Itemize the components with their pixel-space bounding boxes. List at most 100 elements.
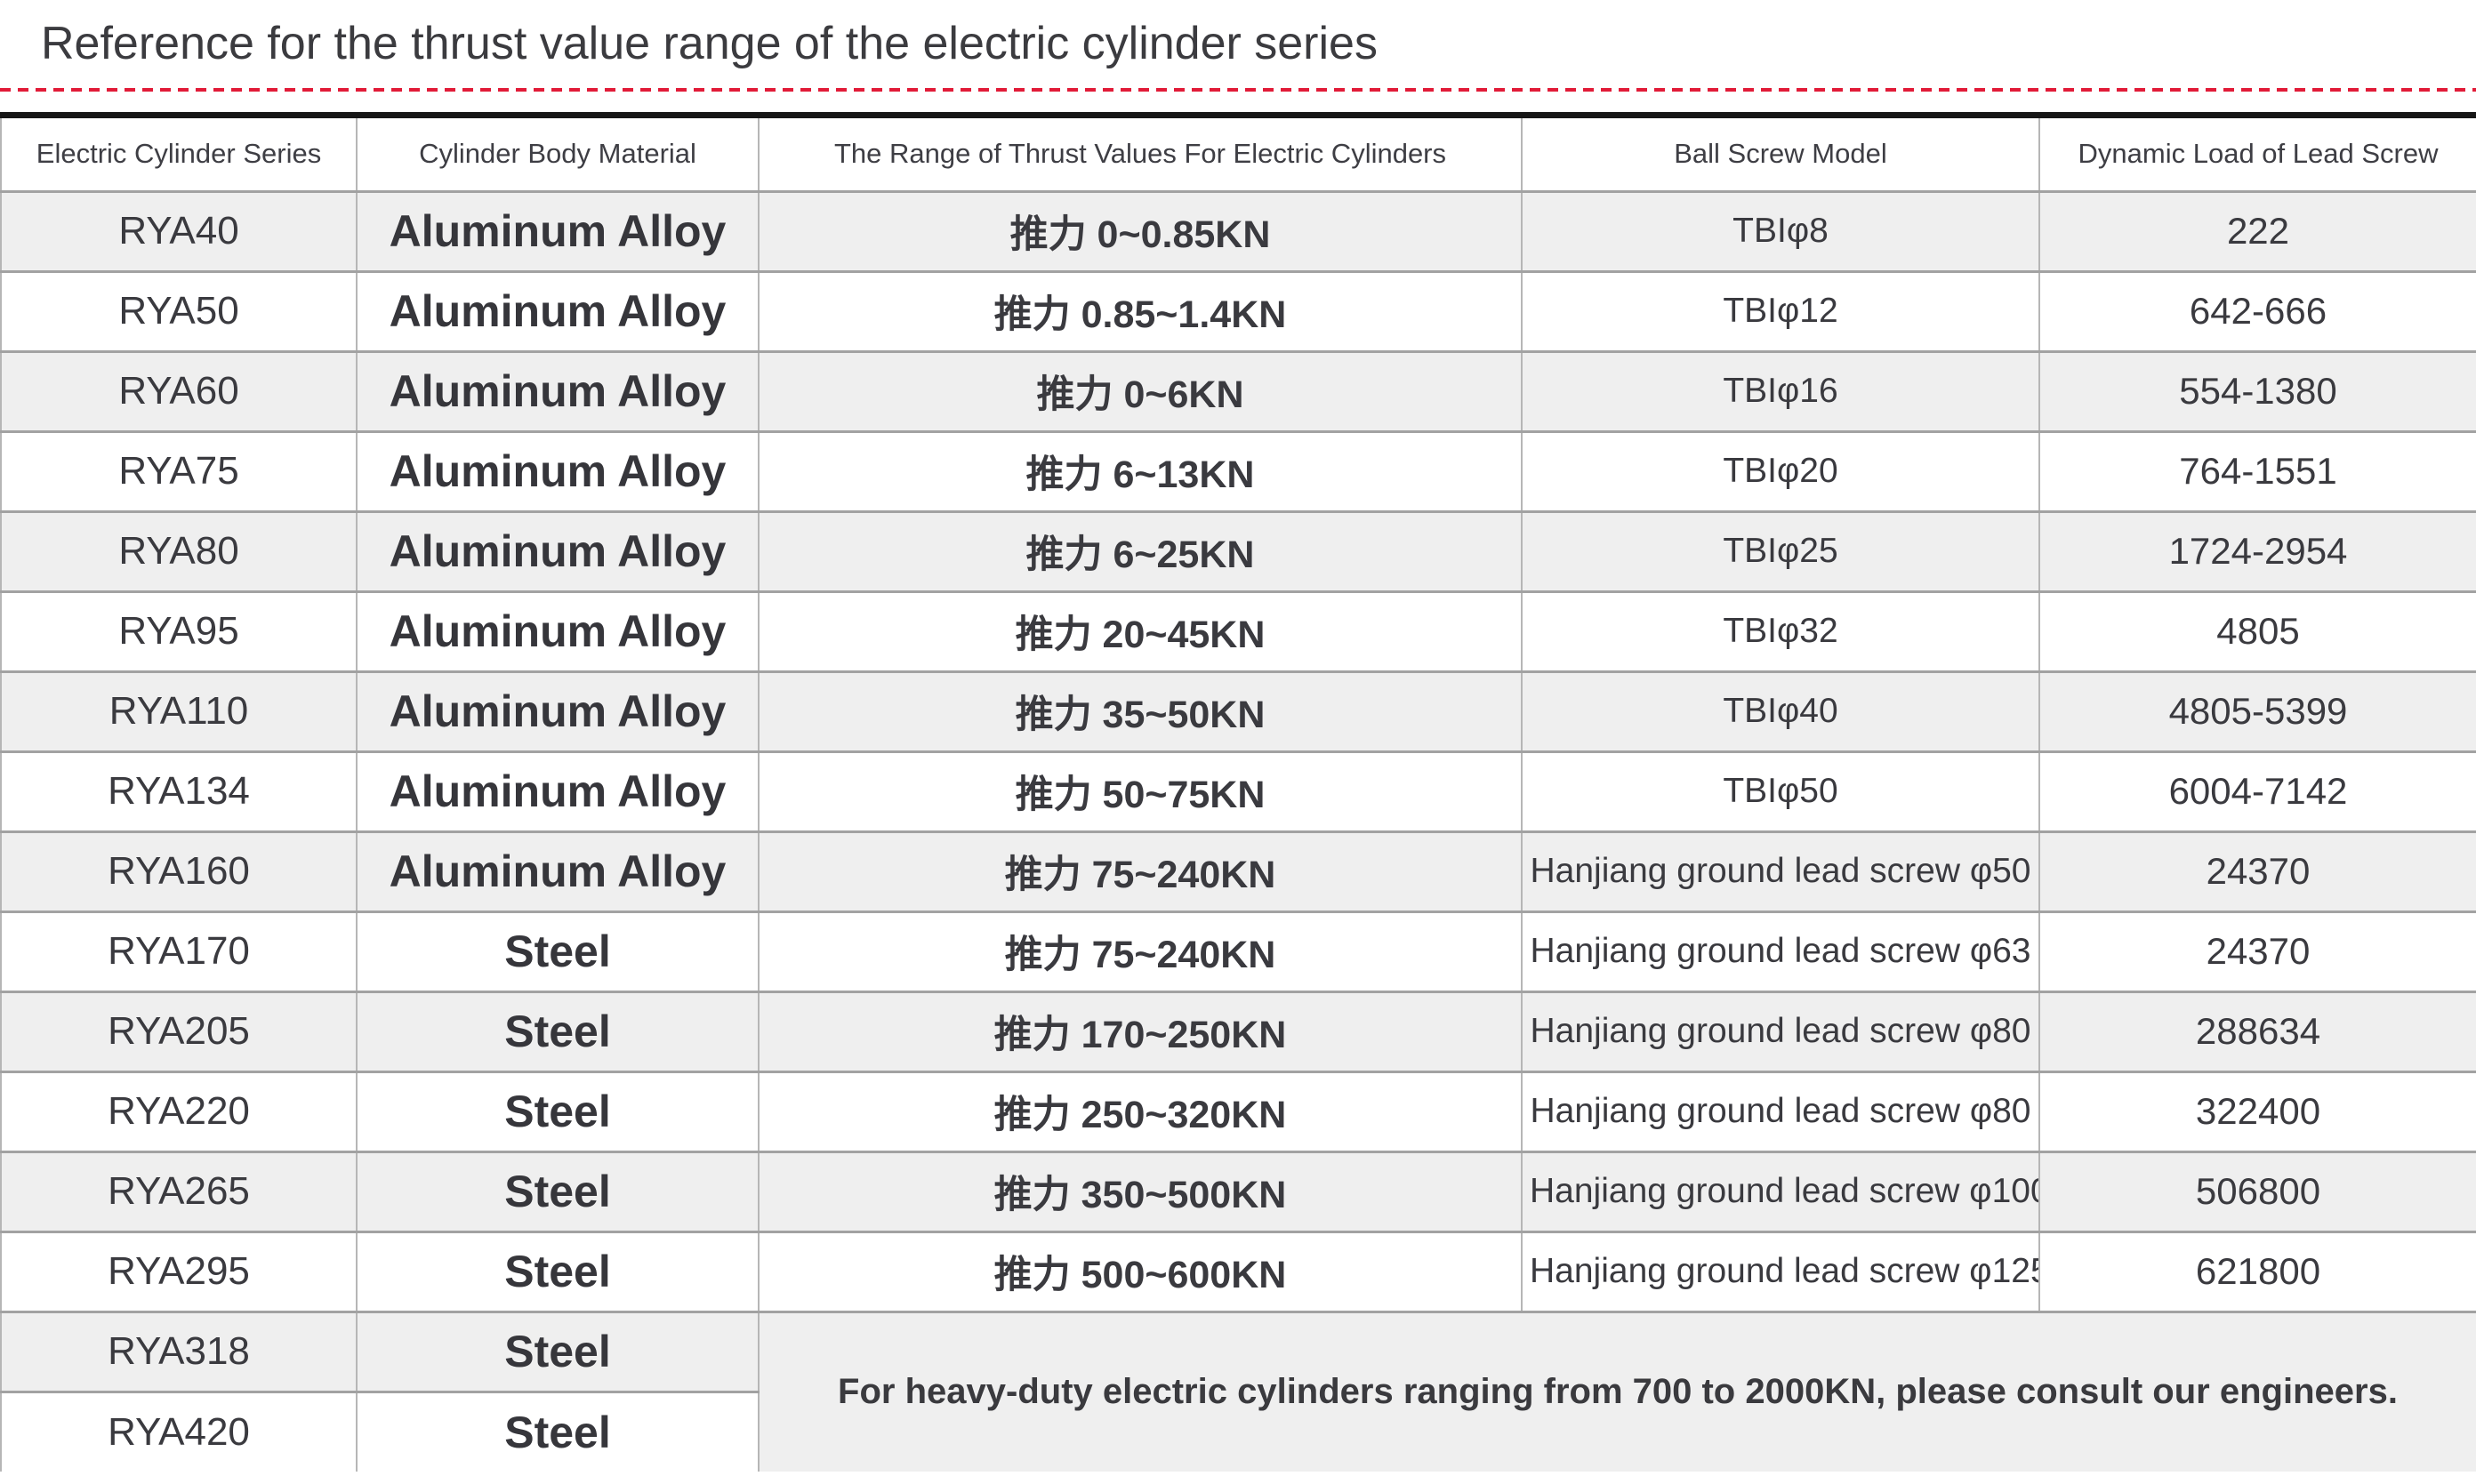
load-cell: 24370 — [2038, 830, 2476, 912]
table-row: RYA40 Aluminum Alloy 推力 0~0.85KN TBIφ8 2… — [0, 189, 2476, 272]
material-cell: Steel — [356, 1310, 760, 1392]
screw-model-cell: Hanjiang ground lead screw φ125 — [1521, 1230, 2040, 1312]
thrust-cell: 推力 6~25KN — [758, 509, 1523, 592]
series-cell: RYA220 — [0, 1070, 358, 1152]
thrust-cell: 推力 75~240KN — [758, 830, 1523, 912]
thrust-cell: 推力 500~600KN — [758, 1230, 1523, 1312]
load-cell: 554-1380 — [2038, 349, 2476, 432]
material-cell: Steel — [356, 1390, 760, 1472]
screw-model-cell: TBIφ32 — [1521, 590, 2040, 672]
table-row: RYA170 Steel 推力 75~240KN Hanjiang ground… — [0, 910, 2476, 992]
material-cell: Steel — [356, 1230, 760, 1312]
screw-model-cell: TBIφ40 — [1521, 670, 2040, 752]
series-cell: RYA60 — [0, 349, 358, 432]
screw-model-cell: Hanjiang ground lead screw φ80 — [1521, 990, 2040, 1072]
series-cell: RYA170 — [0, 910, 358, 992]
load-cell: 1724-2954 — [2038, 509, 2476, 592]
thrust-cell: 推力 6~13KN — [758, 429, 1523, 512]
table-row: RYA160 Aluminum Alloy 推力 75~240KN Hanjia… — [0, 830, 2476, 912]
load-cell: 506800 — [2038, 1150, 2476, 1232]
thrust-cell: 推力 350~500KN — [758, 1150, 1523, 1232]
series-cell: RYA80 — [0, 509, 358, 592]
material-cell: Steel — [356, 1070, 760, 1152]
series-cell: RYA295 — [0, 1230, 358, 1312]
material-cell: Aluminum Alloy — [356, 349, 760, 432]
table-row: RYA110 Aluminum Alloy 推力 35~50KN TBIφ40 … — [0, 670, 2476, 752]
thrust-cell: 推力 20~45KN — [758, 590, 1523, 672]
table-row: RYA420 Steel — [0, 1390, 2476, 1472]
table-row: RYA75 Aluminum Alloy 推力 6~13KN TBIφ20 76… — [0, 429, 2476, 512]
screw-model-cell: TBIφ16 — [1521, 349, 2040, 432]
load-cell: 642-666 — [2038, 269, 2476, 352]
thrust-cell: 推力 0.85~1.4KN — [758, 269, 1523, 352]
series-cell: RYA318 — [0, 1310, 358, 1392]
load-cell: 764-1551 — [2038, 429, 2476, 512]
column-header-thrust: The Range of Thrust Values For Electric … — [758, 115, 1523, 193]
thrust-reference-table: Electric Cylinder Series Cylinder Body M… — [0, 111, 2476, 1472]
table-row: RYA80 Aluminum Alloy 推力 6~25KN TBIφ25 17… — [0, 509, 2476, 592]
load-cell: 621800 — [2038, 1230, 2476, 1312]
table-row: RYA205 Steel 推力 170~250KN Hanjiang groun… — [0, 990, 2476, 1072]
series-cell: RYA205 — [0, 990, 358, 1072]
thrust-cell: 推力 170~250KN — [758, 990, 1523, 1072]
series-cell: RYA40 — [0, 189, 358, 272]
material-cell: Aluminum Alloy — [356, 590, 760, 672]
material-cell: Aluminum Alloy — [356, 830, 760, 912]
material-cell: Aluminum Alloy — [356, 509, 760, 592]
load-cell: 24370 — [2038, 910, 2476, 992]
load-cell: 322400 — [2038, 1070, 2476, 1152]
screw-model-cell: TBIφ12 — [1521, 269, 2040, 352]
table-row: RYA220 Steel 推力 250~320KN Hanjiang groun… — [0, 1070, 2476, 1152]
material-cell: Aluminum Alloy — [356, 189, 760, 272]
column-header-material: Cylinder Body Material — [356, 115, 760, 193]
table-row: RYA265 Steel 推力 350~500KN Hanjiang groun… — [0, 1150, 2476, 1232]
series-cell: RYA420 — [0, 1390, 358, 1472]
material-cell: Aluminum Alloy — [356, 429, 760, 512]
column-header-load: Dynamic Load of Lead Screw — [2038, 115, 2476, 193]
table-row: RYA60 Aluminum Alloy 推力 0~6KN TBIφ16 554… — [0, 349, 2476, 432]
thrust-cell: 推力 250~320KN — [758, 1070, 1523, 1152]
load-cell: 4805 — [2038, 590, 2476, 672]
load-cell: 222 — [2038, 189, 2476, 272]
header-row: Electric Cylinder Series Cylinder Body M… — [0, 115, 2476, 193]
load-cell: 6004-7142 — [2038, 750, 2476, 832]
screw-model-cell: Hanjiang ground lead screw φ50 — [1521, 830, 2040, 912]
material-cell: Steel — [356, 1150, 760, 1232]
dashed-divider — [0, 87, 2476, 92]
page-title: Reference for the thrust value range of … — [41, 18, 1378, 69]
consult-engineers-note: For heavy-duty electric cylinders rangin… — [758, 1310, 2476, 1472]
thrust-cell: 推力 75~240KN — [758, 910, 1523, 992]
screw-model-cell: TBIφ25 — [1521, 509, 2040, 592]
series-cell: RYA134 — [0, 750, 358, 832]
thrust-cell: 推力 0~6KN — [758, 349, 1523, 432]
load-cell: 4805-5399 — [2038, 670, 2476, 752]
material-cell: Aluminum Alloy — [356, 750, 760, 832]
series-cell: RYA110 — [0, 670, 358, 752]
thrust-cell: 推力 35~50KN — [758, 670, 1523, 752]
screw-model-cell: Hanjiang ground lead screw φ80 — [1521, 1070, 2040, 1152]
series-cell: RYA265 — [0, 1150, 358, 1232]
load-cell: 288634 — [2038, 990, 2476, 1072]
screw-model-cell: TBIφ50 — [1521, 750, 2040, 832]
thrust-cell: 推力 0~0.85KN — [758, 189, 1523, 272]
series-cell: RYA75 — [0, 429, 358, 512]
table-row: RYA134 Aluminum Alloy 推力 50~75KN TBIφ50 … — [0, 750, 2476, 832]
series-cell: RYA50 — [0, 269, 358, 352]
table-row: RYA50 Aluminum Alloy 推力 0.85~1.4KN TBIφ1… — [0, 269, 2476, 352]
table-row: RYA318 Steel For heavy-duty electric cyl… — [0, 1310, 2476, 1472]
table-row: RYA295 Steel 推力 500~600KN Hanjiang groun… — [0, 1230, 2476, 1312]
column-header-series: Electric Cylinder Series — [0, 115, 358, 193]
table-row: RYA95 Aluminum Alloy 推力 20~45KN TBIφ32 4… — [0, 590, 2476, 672]
material-cell: Aluminum Alloy — [356, 269, 760, 352]
material-cell: Steel — [356, 910, 760, 992]
thrust-cell: 推力 50~75KN — [758, 750, 1523, 832]
material-cell: Steel — [356, 990, 760, 1072]
screw-model-cell: TBIφ8 — [1521, 189, 2040, 272]
material-cell: Aluminum Alloy — [356, 670, 760, 752]
screw-model-cell: Hanjiang ground lead screw φ63 — [1521, 910, 2040, 992]
column-header-screw: Ball Screw Model — [1521, 115, 2040, 193]
series-cell: RYA95 — [0, 590, 358, 672]
series-cell: RYA160 — [0, 830, 358, 912]
screw-model-cell: Hanjiang ground lead screw φ100 — [1521, 1150, 2040, 1232]
screw-model-cell: TBIφ20 — [1521, 429, 2040, 512]
